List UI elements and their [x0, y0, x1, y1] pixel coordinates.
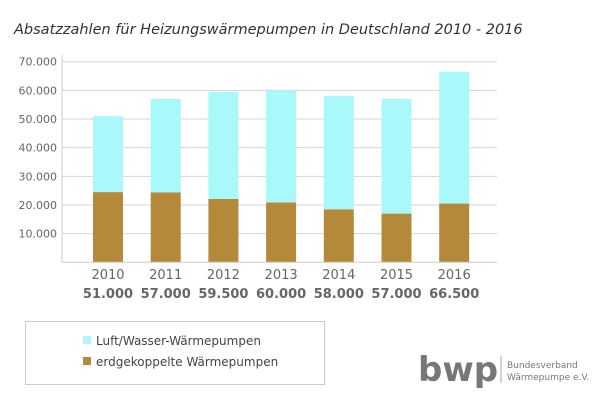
org-name-line2: Wärmepumpe e.V. [507, 373, 589, 383]
bar-luft-wasser-2016 [439, 71, 470, 204]
bar-erdgekoppelte-2012 [208, 198, 239, 263]
bar-erdgekoppelte-2010 [93, 192, 123, 263]
bars [93, 71, 470, 263]
x-tick-label: 2012 [207, 268, 240, 283]
chart-title: Absatzzahlen für Heizungswärmepumpen in … [13, 22, 523, 38]
legend-label-erd: erdgekoppelte Wärmepumpen [96, 355, 278, 369]
legend-box [25, 321, 325, 385]
x-tick-label: 2016 [438, 268, 471, 283]
bar-luft-wasser-2011 [150, 98, 181, 193]
total-label: 51.000 [83, 287, 133, 302]
logo-text: bwp [418, 350, 498, 390]
total-label: 60.000 [256, 287, 306, 302]
legend: Luft/Wasser-Wärmepumpen erdgekoppelte Wä… [25, 321, 325, 385]
legend-swatch-erd [83, 357, 91, 365]
bwp-logo: bwp Bundesverband Wärmepumpe e.V. [418, 350, 589, 390]
y-tick-label: 50.000 [19, 113, 58, 126]
bar-luft-wasser-2015 [381, 98, 412, 214]
org-name-line1: Bundesverband [507, 361, 578, 371]
bar-erdgekoppelte-2016 [439, 203, 470, 263]
x-tick-label: 2014 [322, 268, 355, 283]
total-label: 59.500 [198, 287, 248, 302]
bar-erdgekoppelte-2011 [150, 192, 181, 263]
legend-swatch-luft [83, 336, 91, 344]
total-label: 57.000 [371, 287, 421, 302]
y-axis-ticks: 10.000 20.000 30.000 40.000 50.000 60.000 70.0… [19, 56, 58, 241]
bar-luft-wasser-2012 [208, 91, 239, 199]
y-tick-label: 10.000 [19, 228, 58, 241]
total-label: 66.500 [429, 287, 479, 302]
bar-luft-wasser-2010 [93, 116, 123, 193]
y-tick-label: 60.000 [19, 84, 58, 97]
y-tick-label: 20.000 [19, 199, 58, 212]
x-tick-label: 2011 [149, 268, 182, 283]
bar-erdgekoppelte-2015 [381, 213, 412, 263]
x-axis-labels: 2010 51.000 2011 57.000 2012 59.500 2013 60.000… [83, 268, 479, 302]
total-label: 58.000 [314, 287, 364, 302]
legend-label-luft: Luft/Wasser-Wärmepumpen [96, 334, 261, 348]
bar-erdgekoppelte-2013 [266, 202, 297, 263]
bar-luft-wasser-2014 [323, 96, 354, 210]
total-label: 57.000 [141, 287, 191, 302]
x-tick-label: 2010 [91, 268, 124, 283]
bar-luft-wasser-2013 [266, 90, 297, 203]
bar-erdgekoppelte-2014 [323, 209, 354, 263]
y-tick-label: 30.000 [19, 170, 58, 183]
y-tick-label: 70.000 [19, 56, 58, 69]
x-tick-label: 2013 [265, 268, 298, 283]
x-tick-label: 2015 [380, 268, 413, 283]
y-tick-label: 40.000 [19, 142, 58, 155]
